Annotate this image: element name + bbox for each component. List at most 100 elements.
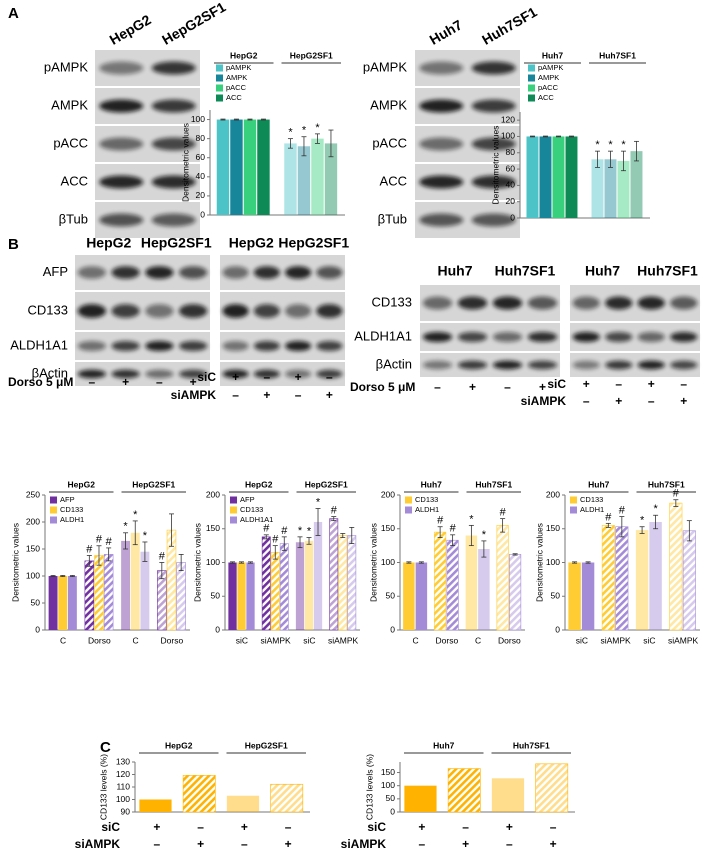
bar [329,518,339,631]
bar [630,151,643,218]
bar [311,138,324,215]
blot-band [457,360,488,370]
y-axis-label: Densitometric values [534,523,544,602]
y-tick-label: 100 [501,131,515,141]
treatment-sign: + [285,837,292,851]
treatment-sign: + [462,837,469,851]
y-tick-label: 200 [381,489,395,499]
x-tick-label: Dorso [161,635,184,645]
blot-band [77,369,107,379]
treatment-sign: – [156,375,163,389]
y-tick-label: 100 [381,780,395,790]
group-header: HepG2SF1 [245,740,288,750]
legend-label: CD133 [60,505,83,514]
x-tick-label: siC [303,635,315,645]
significance-marker: # [281,525,288,537]
error-bar [653,514,659,530]
error-bar [468,524,474,547]
blot-band [151,99,196,113]
bar [649,522,662,630]
blot-band [492,360,523,370]
bar [604,159,617,218]
x-tick-label: Dorso [88,635,111,645]
blot-band [471,137,516,151]
bar [257,119,270,215]
x-tick-label: siAMPK [328,635,359,645]
legend-swatch [50,506,57,514]
treatment-sign: + [550,837,557,851]
legend-swatch [528,74,535,82]
y-tick-label: 80 [506,147,516,157]
treatment-sign: + [648,377,655,391]
treatment-sign: – [419,837,426,851]
error-bar [315,508,321,536]
blot-band [222,266,249,279]
y-axis-label: Densitometric values [180,123,190,202]
bar [226,795,260,812]
blot-band [422,331,453,343]
group-header: HepG2SF1 [290,50,333,60]
blot-row-label: βTub [59,211,88,226]
blot-band [670,331,698,343]
error-bar [605,522,611,528]
blot-header: Huh7 [427,16,465,47]
error-bar [620,150,626,172]
y-tick-label: 0 [390,624,395,634]
y-tick-label: 50 [31,597,41,607]
legend-label: ACC [538,93,554,102]
bar [246,562,255,630]
treatment-label: siC [197,370,216,384]
legend-label: CD133 [415,495,438,504]
bar [139,799,172,812]
error-bar [178,554,184,571]
blot-band [253,369,280,379]
blot-row-label: pAMPK [363,59,407,74]
treatment-sign: + [680,394,687,408]
legend-swatch [528,64,535,72]
group-header: HepG2SF1 [132,479,175,489]
error-bar [406,561,412,564]
legend-label: ALDH1A1 [240,515,273,524]
y-tick-label: 120 [501,114,515,124]
error-bar [512,553,518,556]
legend-label: pACC [226,83,247,92]
blot-row-label: βActin [376,356,412,371]
y-tick-label: 200 [206,489,220,499]
blot-band [527,331,558,343]
bar [415,562,428,630]
blot-header: Huh7SF1 [495,263,556,279]
legend-label: ALDH1 [580,505,604,514]
treatment-sign: + [583,377,590,391]
bar [48,576,58,630]
blot-band [572,296,600,310]
significance-marker: * [302,125,307,137]
bar [568,562,581,630]
blot-header: HepG2SF1 [278,235,349,251]
panel-label: A [8,5,19,22]
blot-band [151,175,196,189]
blot-band [145,266,174,279]
blot-row-label: βTub [378,211,407,226]
error-bar [481,540,487,558]
bar [313,522,323,630]
legend-label: AFP [240,495,255,504]
error-bar [542,135,548,138]
treatment-sign: – [232,388,239,402]
group-header: HepG2 [230,50,258,60]
blot-band [419,61,464,75]
panel-label: C [100,739,111,756]
blot-band [422,296,453,310]
error-bar [233,118,239,121]
bar [67,576,77,630]
blot-band [670,296,698,310]
treatment-sign: + [197,837,204,851]
error-bar [60,575,66,577]
legend-label: pACC [538,83,559,92]
bar [279,543,289,631]
blot-band [77,340,107,352]
y-tick-label: 150 [381,523,395,533]
error-bar [529,135,535,138]
group-header: HepG2SF1 [305,479,348,489]
legend-swatch [230,496,237,504]
significance-marker: # [159,550,166,562]
